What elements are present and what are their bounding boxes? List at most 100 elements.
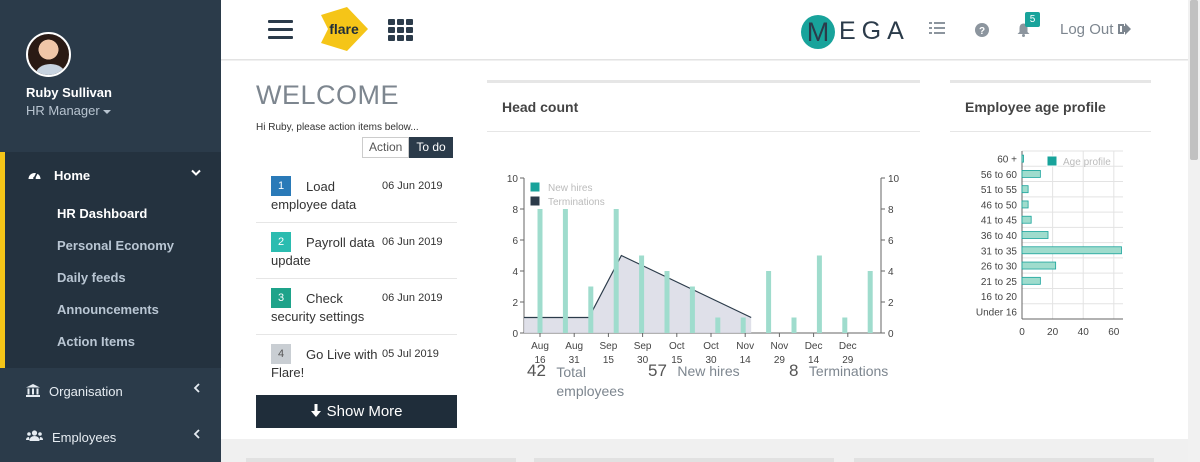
legend-swatch [1046,155,1058,167]
x-tick-label: Sep [600,341,618,352]
sidebar-item-hr-dashboard[interactable]: HR Dashboard [57,206,148,221]
legend-label: New hires [548,183,592,194]
help-icon[interactable]: ? [975,23,989,41]
bank-icon [26,384,40,400]
scrollbar-thumb[interactable] [1190,0,1198,160]
x-tick-label: 14 [740,355,752,366]
list-icon[interactable] [929,21,945,39]
legend-label: Terminations [548,197,605,208]
arrow-down-icon [311,404,322,417]
nav-home[interactable]: Home [5,152,221,198]
scrollbar[interactable] [1188,0,1200,462]
apps-grid-icon[interactable] [388,19,414,41]
show-more-button[interactable]: Show More [256,395,457,428]
y-tick-label: Under 16 [976,307,1018,318]
bar-new-hires [715,317,721,333]
mega-logo: M EGA [801,15,913,49]
sidebar-item-personal-economy[interactable]: Personal Economy [57,238,175,253]
bar-age-profile [1021,200,1029,209]
y-tick-label: 51 to 55 [981,185,1018,196]
headcount-panel: Head count 0 0 2 2 4 4 6 6 8 8 10 10 Aug 16 Aug 31 Sep 15… [487,80,920,430]
x-tick-label: 0 [1019,327,1025,338]
stat-number: 57 [648,361,667,380]
x-tick-label: 30 [705,355,717,366]
todo-date: 05 Jul 2019 [382,348,439,360]
x-tick-label: Sep [634,341,652,352]
welcome-title: WELCOME [256,80,400,110]
y-tick-label: 56 to 60 [981,170,1018,181]
flare-logo[interactable]: flare [321,6,369,52]
x-tick-label: Oct [669,341,685,352]
stat-new-hires: 57 New hires [648,361,740,381]
y-tick-label: 4 [888,267,894,278]
headcount-chart: 0 0 2 2 4 4 6 6 8 8 10 10 Aug 16 Aug 31 Sep 15 Sep 30 Oct 15 O… [507,174,900,366]
hamburger-menu-icon[interactable] [268,20,293,40]
caret-down-icon [102,109,111,114]
active-indicator [0,198,5,230]
toggle-action[interactable]: Action [362,137,410,158]
x-tick-label: 60 [1108,327,1120,338]
nav-home-label: Home [54,168,91,183]
nav-employees-label: Employees [52,430,117,445]
toggle-todo[interactable]: To do [409,137,453,158]
x-tick-label: Aug [565,341,583,352]
nav-employees[interactable]: Employees [0,414,221,460]
nav-organisation[interactable]: Organisation [0,368,221,414]
y-tick-label: 2 [512,298,518,309]
action-todo-toggle: Action To do [362,137,453,158]
todo-number-badge: 2 [271,232,291,252]
profile-role-dropdown[interactable]: HR Manager [26,103,111,118]
sidebar-item-daily-feeds[interactable]: Daily feeds [57,270,126,285]
sidebar-item-announcements[interactable]: Announcements [57,302,159,317]
avatar[interactable] [26,32,71,77]
bar-new-hires [588,286,594,333]
profile-role-label: HR Manager [26,103,100,118]
bar-new-hires [689,286,695,333]
card-edge [854,458,1154,462]
sidebar-item-action-items[interactable]: Action Items [57,334,136,349]
y-tick-label: 46 to 50 [981,200,1018,211]
nav-home-section: Home HR Dashboard Personal Economy Daily… [0,152,221,368]
bar-new-hires [639,255,645,333]
x-tick-label: Aug [531,341,549,352]
y-tick-label: 16 to 20 [981,292,1018,303]
svg-text:flare: flare [329,21,359,37]
y-tick-label: 0 [888,329,894,340]
y-tick-label: 36 to 40 [981,231,1018,242]
bar-age-profile [1021,154,1024,163]
profile-name: Ruby Sullivan [26,85,112,100]
chevron-left-icon [193,382,201,396]
card-edge [246,458,516,462]
y-tick-label: 6 [888,236,894,247]
bar-new-hires [791,317,797,333]
x-tick-label: 30 [637,355,649,366]
stat-total-employees: 42 Total employees [527,361,626,401]
x-tick-label: 20 [1047,327,1059,338]
stat-label: Total employees [556,364,625,399]
todo-text: Load employee data [271,179,357,212]
list-item[interactable]: 1 Load employee data 06 Jun 2019 [256,167,457,223]
todo-date: 06 Jun 2019 [382,180,443,192]
chevron-down-icon [191,166,201,180]
bar-new-hires [842,317,848,333]
age-profile-title: Employee age profile [965,99,1106,115]
x-tick-label: Nov [771,341,789,352]
stat-label: New hires [677,363,740,379]
sign-out-icon [1117,23,1131,35]
bar-age-profile [1021,185,1029,194]
y-tick-label: 8 [888,205,894,216]
logout-button[interactable]: Log Out [1060,21,1132,38]
x-tick-label: 15 [603,355,615,366]
list-item[interactable]: 4 Go Live with Flare! 05 Jul 2019 [256,335,457,391]
list-item[interactable]: 2 Payroll data update 06 Jun 2019 [256,223,457,279]
legend-swatch [529,181,541,193]
headcount-title: Head count [502,99,579,115]
bar-age-profile [1021,246,1122,255]
bar-age-profile [1021,215,1032,224]
list-item[interactable]: 3 Check security settings 06 Jun 2019 [256,279,457,335]
bottom-cards-strip [221,439,1188,462]
user-profile: Ruby Sullivan HR Manager [0,0,221,152]
users-icon [26,430,43,445]
todo-number-badge: 4 [271,344,291,364]
y-tick-label: 41 to 45 [981,216,1018,227]
